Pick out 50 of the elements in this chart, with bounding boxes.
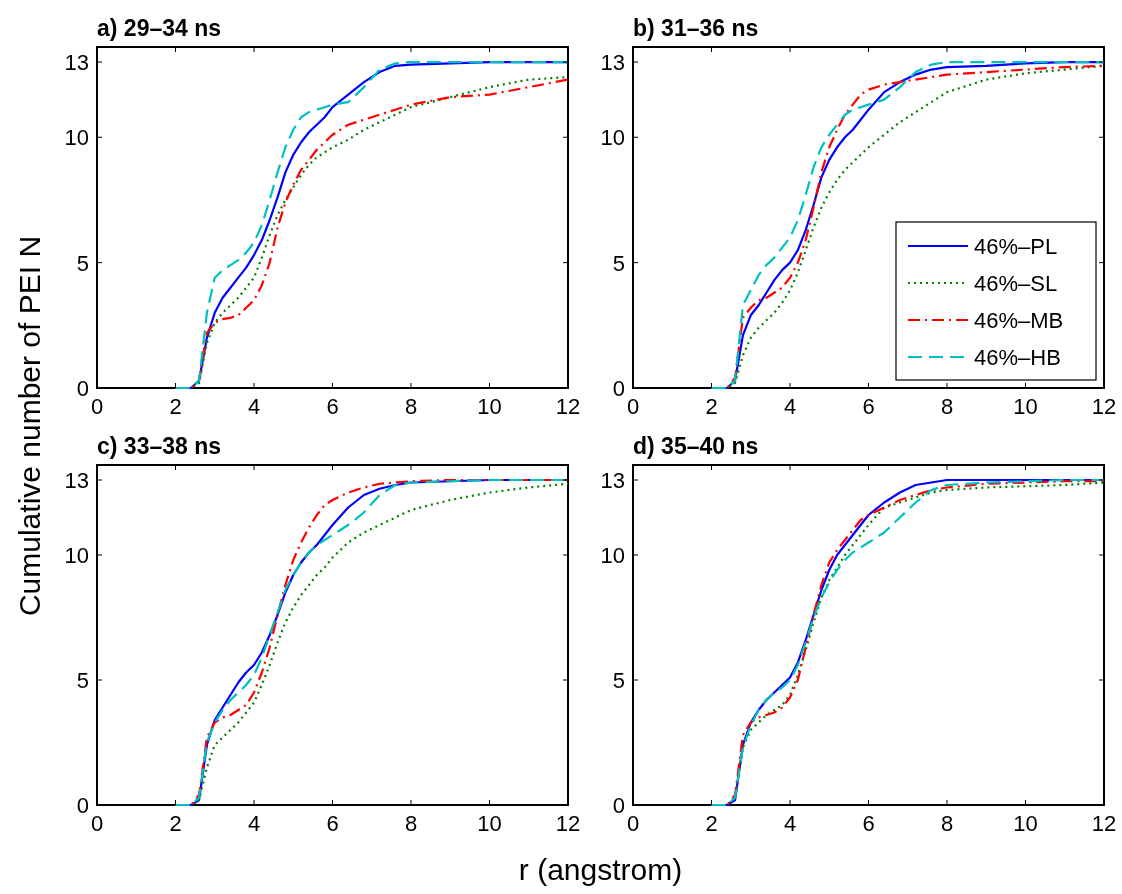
legend-label: 46%–PL [974, 234, 1058, 259]
y-tick-label: 13 [64, 50, 89, 76]
y-axis-title: Cumulative number of PEI N [13, 235, 46, 617]
x-tick-label: 10 [1013, 394, 1038, 419]
y-tick-label: 5 [76, 668, 89, 693]
y-tick-label: 0 [612, 793, 625, 818]
x-tick-label: 10 [1013, 811, 1038, 836]
x-tick-label: 8 [940, 394, 954, 419]
y-tick-label: 5 [612, 668, 625, 693]
y-tick-label: 10 [600, 543, 625, 568]
y-tick-label: 13 [600, 468, 625, 493]
x-tick-label: 4 [247, 394, 261, 419]
x-tick-label: 6 [862, 811, 875, 836]
x-tick-label: 10 [477, 811, 502, 836]
x-tick-label: 2 [705, 394, 718, 419]
x-tick-label: 12 [1091, 811, 1117, 836]
y-tick-label: 0 [612, 376, 625, 401]
x-axis-title: r (angstrom) [518, 853, 683, 886]
chart-title: a) 29–34 ns [97, 15, 222, 41]
x-tick-label: 8 [404, 811, 418, 836]
x-tick-label: 8 [404, 394, 418, 419]
chart-title: b) 31–36 ns [633, 15, 759, 41]
y-tick-label: 0 [76, 376, 89, 401]
x-tick-label: 6 [326, 811, 339, 836]
chart-title: d) 35–40 ns [633, 433, 759, 459]
y-tick-label: 10 [600, 125, 625, 151]
x-tick-label: 4 [783, 811, 797, 836]
x-tick-label: 2 [169, 811, 182, 836]
x-tick-label: 6 [862, 394, 875, 419]
legend-label: 46%–MB [974, 308, 1064, 333]
chart-title: c) 33–38 ns [97, 433, 222, 459]
y-tick-label: 5 [76, 250, 89, 276]
y-tick-label: 10 [64, 543, 89, 568]
y-tick-label: 5 [612, 250, 625, 276]
legend-label: 46%–HB [974, 345, 1061, 370]
x-tick-label: 4 [783, 394, 797, 419]
x-tick-label: 10 [477, 394, 502, 419]
y-tick-label: 10 [64, 125, 89, 151]
x-tick-label: 2 [705, 811, 718, 836]
x-tick-label: 12 [1091, 394, 1117, 419]
x-tick-label: 2 [169, 394, 182, 419]
x-tick-label: 12 [555, 394, 581, 419]
legend-label: 46%–SL [974, 271, 1058, 296]
x-tick-label: 4 [247, 811, 261, 836]
x-tick-label: 12 [555, 811, 581, 836]
x-tick-label: 8 [940, 811, 954, 836]
y-tick-label: 13 [600, 50, 625, 76]
y-tick-label: 0 [76, 793, 89, 818]
x-tick-label: 6 [326, 394, 339, 419]
y-tick-label: 13 [64, 468, 89, 493]
